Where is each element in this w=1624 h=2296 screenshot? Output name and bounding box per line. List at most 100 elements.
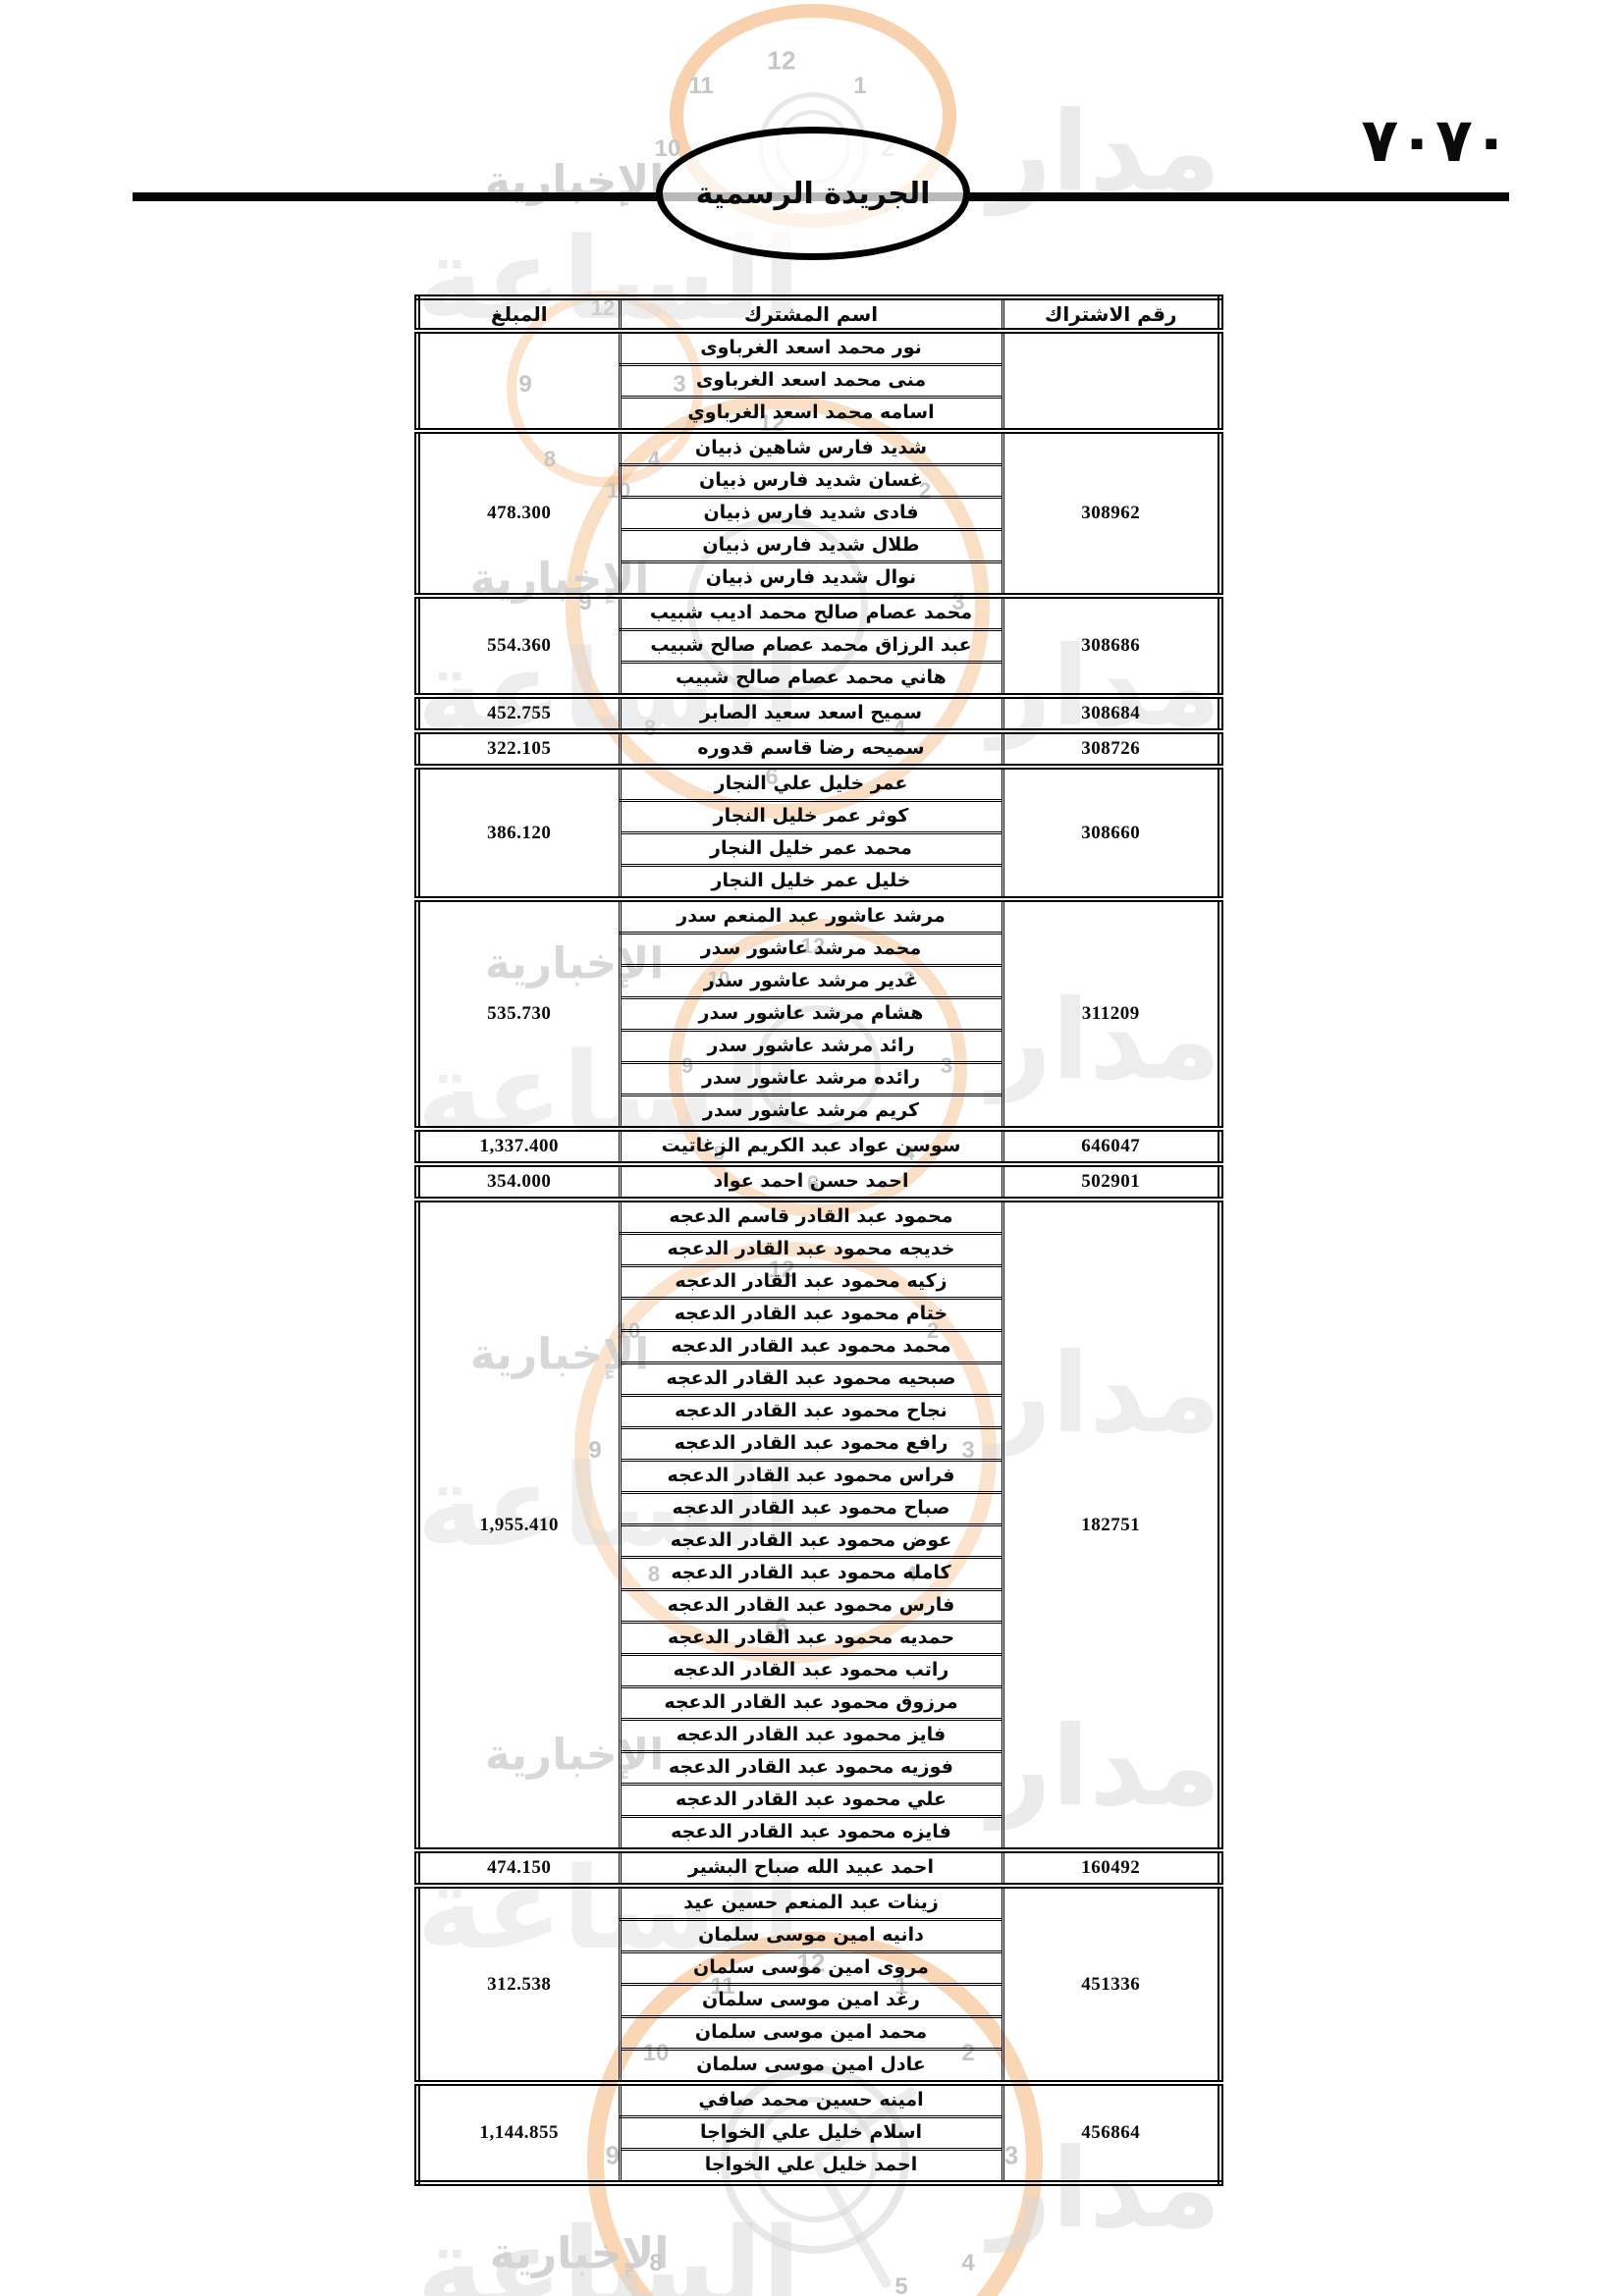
subscriber-name-cell: هاني محمد عصام صالح شبيب [618, 661, 1004, 698]
subscriber-name-cell: رائده مرشد عاشور سدر [618, 1061, 1004, 1096]
subscriber-row: راتب محمود عبد القادر الدعجه [417, 1653, 1220, 1688]
subscriber-row: فايزه محمود عبد القادر الدعجه [417, 1815, 1220, 1852]
subscriber-name-cell: علي محمود عبد القادر الدعجه [618, 1783, 1004, 1818]
subscriber-name-cell: منى محمد اسعد الغرباوى [618, 363, 1004, 399]
subscriber-row: غدير مرشد عاشور سدر [417, 964, 1220, 999]
subscription-number-cell: 456864 [1001, 2080, 1222, 2185]
subscriber-row: رافع محمود عبد القادر الدعجه [417, 1426, 1220, 1462]
subscriber-name-cell: عوض محمود عبد القادر الدعجه [618, 1523, 1004, 1559]
subscriber-row: فادى شديد فارس ذبيان [417, 496, 1220, 531]
subscriber-row: 308660 عمر خليل علي النجار 386.120 [415, 764, 1222, 901]
subscriber-name-cell: نور محمد اسعد الغرباوى [618, 328, 1004, 366]
subscriber-name-cell: احمد عبيد الله صباح البشير [618, 1847, 1004, 1888]
subscriber-row: منى محمد اسعد الغرباوى [417, 363, 1220, 399]
subscriber-name-cell: فايز محمود عبد القادر الدعجه [618, 1718, 1004, 1753]
subscriber-name-cell: كامله محمود عبد القادر الدعجه [618, 1556, 1004, 1591]
subscriber-name-cell: عمر خليل علي النجار [618, 764, 1004, 802]
subscriber-name-cell: سميحه رضا قاسم قدوره [618, 728, 1004, 769]
subscriber-row: فوزيه محمود عبد القادر الدعجه [417, 1750, 1220, 1786]
subscriber-row: نور محمد اسعد الغرباوى [415, 328, 1222, 433]
subscriber-name-cell: راتب محمود عبد القادر الدعجه [618, 1653, 1004, 1688]
amount-cell: 322.105 [415, 728, 622, 769]
subscriber-name-cell: احمد خليل علي الخواجا [618, 2148, 1004, 2185]
subscriber-row: مرزوق محمود عبد القادر الدعجه [417, 1685, 1220, 1721]
amount-cell: 535.730 [415, 896, 622, 1131]
subscriber-name-cell: فراس محمود عبد القادر الدعجه [618, 1459, 1004, 1494]
subscriber-name-cell: اسامه محمد اسعد الغرباوي [618, 396, 1004, 433]
subscriber-name-cell: شديد فارس شاهين ذبيان [618, 428, 1004, 466]
subscriber-row: هشام مرشد عاشور سدر [417, 996, 1220, 1032]
subscriber-row: فراس محمود عبد القادر الدعجه [417, 1459, 1220, 1494]
subscriber-name-cell: محمد عمر خليل النجار [618, 831, 1004, 867]
subscriber-row: 160492 احمد عبيد الله صباح البشير 474.150 [415, 1847, 1222, 1888]
subscriber-name-cell: زكيه محمود عبد القادر الدعجه [618, 1264, 1004, 1300]
subscriber-row: 182751 محمود عبد القادر قاسم الدعجه 1,955.… [415, 1197, 1222, 1852]
subscriber-name-cell: نجاح محمود عبد القادر الدعجه [618, 1394, 1004, 1429]
subscriber-row: غسان شديد فارس ذبيان [417, 463, 1220, 499]
subscriber-row: 308684 سميح اسعد سعيد الصابر 452.755 [415, 693, 1222, 733]
subscription-number-cell: 308726 [1001, 728, 1222, 769]
amount-cell: 1,955.410 [415, 1197, 622, 1852]
subscriber-name-cell: مرشد عاشور عبد المنعم سدر [618, 896, 1004, 934]
subscriber-name-cell: صباح محمود عبد القادر الدعجه [618, 1491, 1004, 1526]
col-header-amount: المبلغ [415, 295, 622, 334]
subscription-number-cell: 451336 [1001, 1883, 1222, 2085]
subscriber-name-cell: ختام محمود عبد القادر الدعجه [618, 1297, 1004, 1332]
subscriber-name-cell: مرزوق محمود عبد القادر الدعجه [618, 1685, 1004, 1721]
subscriber-name-cell: هشام مرشد عاشور سدر [618, 996, 1004, 1032]
amount-cell: 386.120 [415, 764, 622, 901]
subscription-number-cell: 308684 [1001, 693, 1222, 733]
amount-cell: 452.755 [415, 693, 622, 733]
subscriber-name-cell: طلال شديد فارس ذبيان [618, 528, 1004, 563]
amount-cell: 354.000 [415, 1161, 622, 1201]
subscription-number-cell: 308686 [1001, 593, 1222, 698]
subscriber-row: رائد مرشد عاشور سدر [417, 1029, 1220, 1064]
subscription-number-cell [1001, 328, 1222, 433]
subscription-number-cell: 311209 [1001, 896, 1222, 1131]
subscriber-row: 308686 محمد عصام صالح محمد اديب شبيب 554.3… [415, 593, 1222, 698]
subscriber-row: عبد الرزاق محمد عصام صالح شبيب [417, 628, 1220, 664]
subscriber-name-cell: محمد محمود عبد القادر الدعجه [618, 1329, 1004, 1364]
subscriber-row: حمديه محمود عبد القادر الدعجه [417, 1621, 1220, 1656]
subscriber-name-cell: نوال شديد فارس ذبيان [618, 561, 1004, 598]
subscriber-name-cell: مروى امين موسى سلمان [618, 1950, 1004, 1986]
subscriber-row: كامله محمود عبد القادر الدعجه [417, 1556, 1220, 1591]
subscription-number-cell: 502901 [1001, 1161, 1222, 1201]
watermark-word: الإخبارية [489, 2228, 670, 2279]
subscriber-name-cell: زينات عبد المنعم حسين عيد [618, 1883, 1004, 1921]
subscriber-name-cell: صبحيه محمود عبد القادر الدعجه [618, 1362, 1004, 1397]
subscriber-row: 646047 سوسن عواد عبد الكريم الزغاتيت 1,337… [415, 1126, 1222, 1166]
subscriber-name-cell: رغد امين موسى سلمان [618, 1983, 1004, 2018]
subscriber-name-cell: غسان شديد فارس ذبيان [618, 463, 1004, 499]
subscribers-table-body: نور محمد اسعد الغرباوى منى محمد اسعد الغر… [415, 328, 1222, 2185]
subscriber-name-cell: امينه حسين محمد صافي [618, 2080, 1004, 2118]
subscriber-name-cell: خديجه محمود عبد القادر الدعجه [618, 1232, 1004, 1267]
subscriber-name-cell: محمد عصام صالح محمد اديب شبيب [618, 593, 1004, 631]
subscriber-row: 308962 شديد فارس شاهين ذبيان 478.300 [415, 428, 1222, 598]
subscription-number-cell: 646047 [1001, 1126, 1222, 1166]
watermark-clock-numeral: 4 [961, 2250, 975, 2276]
subscriber-row: زكيه محمود عبد القادر الدعجه [417, 1264, 1220, 1300]
subscriber-row: نجاح محمود عبد القادر الدعجه [417, 1394, 1220, 1429]
subscriber-name-cell: حمديه محمود عبد القادر الدعجه [618, 1621, 1004, 1656]
subscriber-row: ختام محمود عبد القادر الدعجه [417, 1297, 1220, 1332]
watermark-clock-numeral: 5 [894, 2273, 908, 2296]
subscriber-name-cell: محمد مرشد عاشور سدر [618, 932, 1004, 967]
subscriber-row: 502901 احمد حسن احمد عواد 354.000 [415, 1161, 1222, 1201]
subscriber-row: صباح محمود عبد القادر الدعجه [417, 1491, 1220, 1526]
subscriber-row: كريم مرشد عاشور سدر [417, 1094, 1220, 1131]
subscriber-row: 311209 مرشد عاشور عبد المنعم سدر 535.730 [415, 896, 1222, 1131]
table-header-row: رقم الاشتراك اسم المشترك المبلغ [415, 295, 1222, 334]
amount-cell: 312.538 [415, 1883, 622, 2085]
subscriber-row: فارس محمود عبد القادر الدعجه [417, 1588, 1220, 1624]
subscriber-name-cell: فايزه محمود عبد القادر الدعجه [618, 1815, 1004, 1852]
subscriber-row: محمد عمر خليل النجار [417, 831, 1220, 867]
subscriber-row: عوض محمود عبد القادر الدعجه [417, 1523, 1220, 1559]
subscriber-row: طلال شديد فارس ذبيان [417, 528, 1220, 563]
subscriber-row: هاني محمد عصام صالح شبيب [417, 661, 1220, 698]
subscriber-name-cell: رائد مرشد عاشور سدر [618, 1029, 1004, 1064]
amount-cell: 1,337.400 [415, 1126, 622, 1166]
subscription-number-cell: 308660 [1001, 764, 1222, 901]
subscriber-name-cell: اسلام خليل علي الخواجا [618, 2115, 1004, 2151]
